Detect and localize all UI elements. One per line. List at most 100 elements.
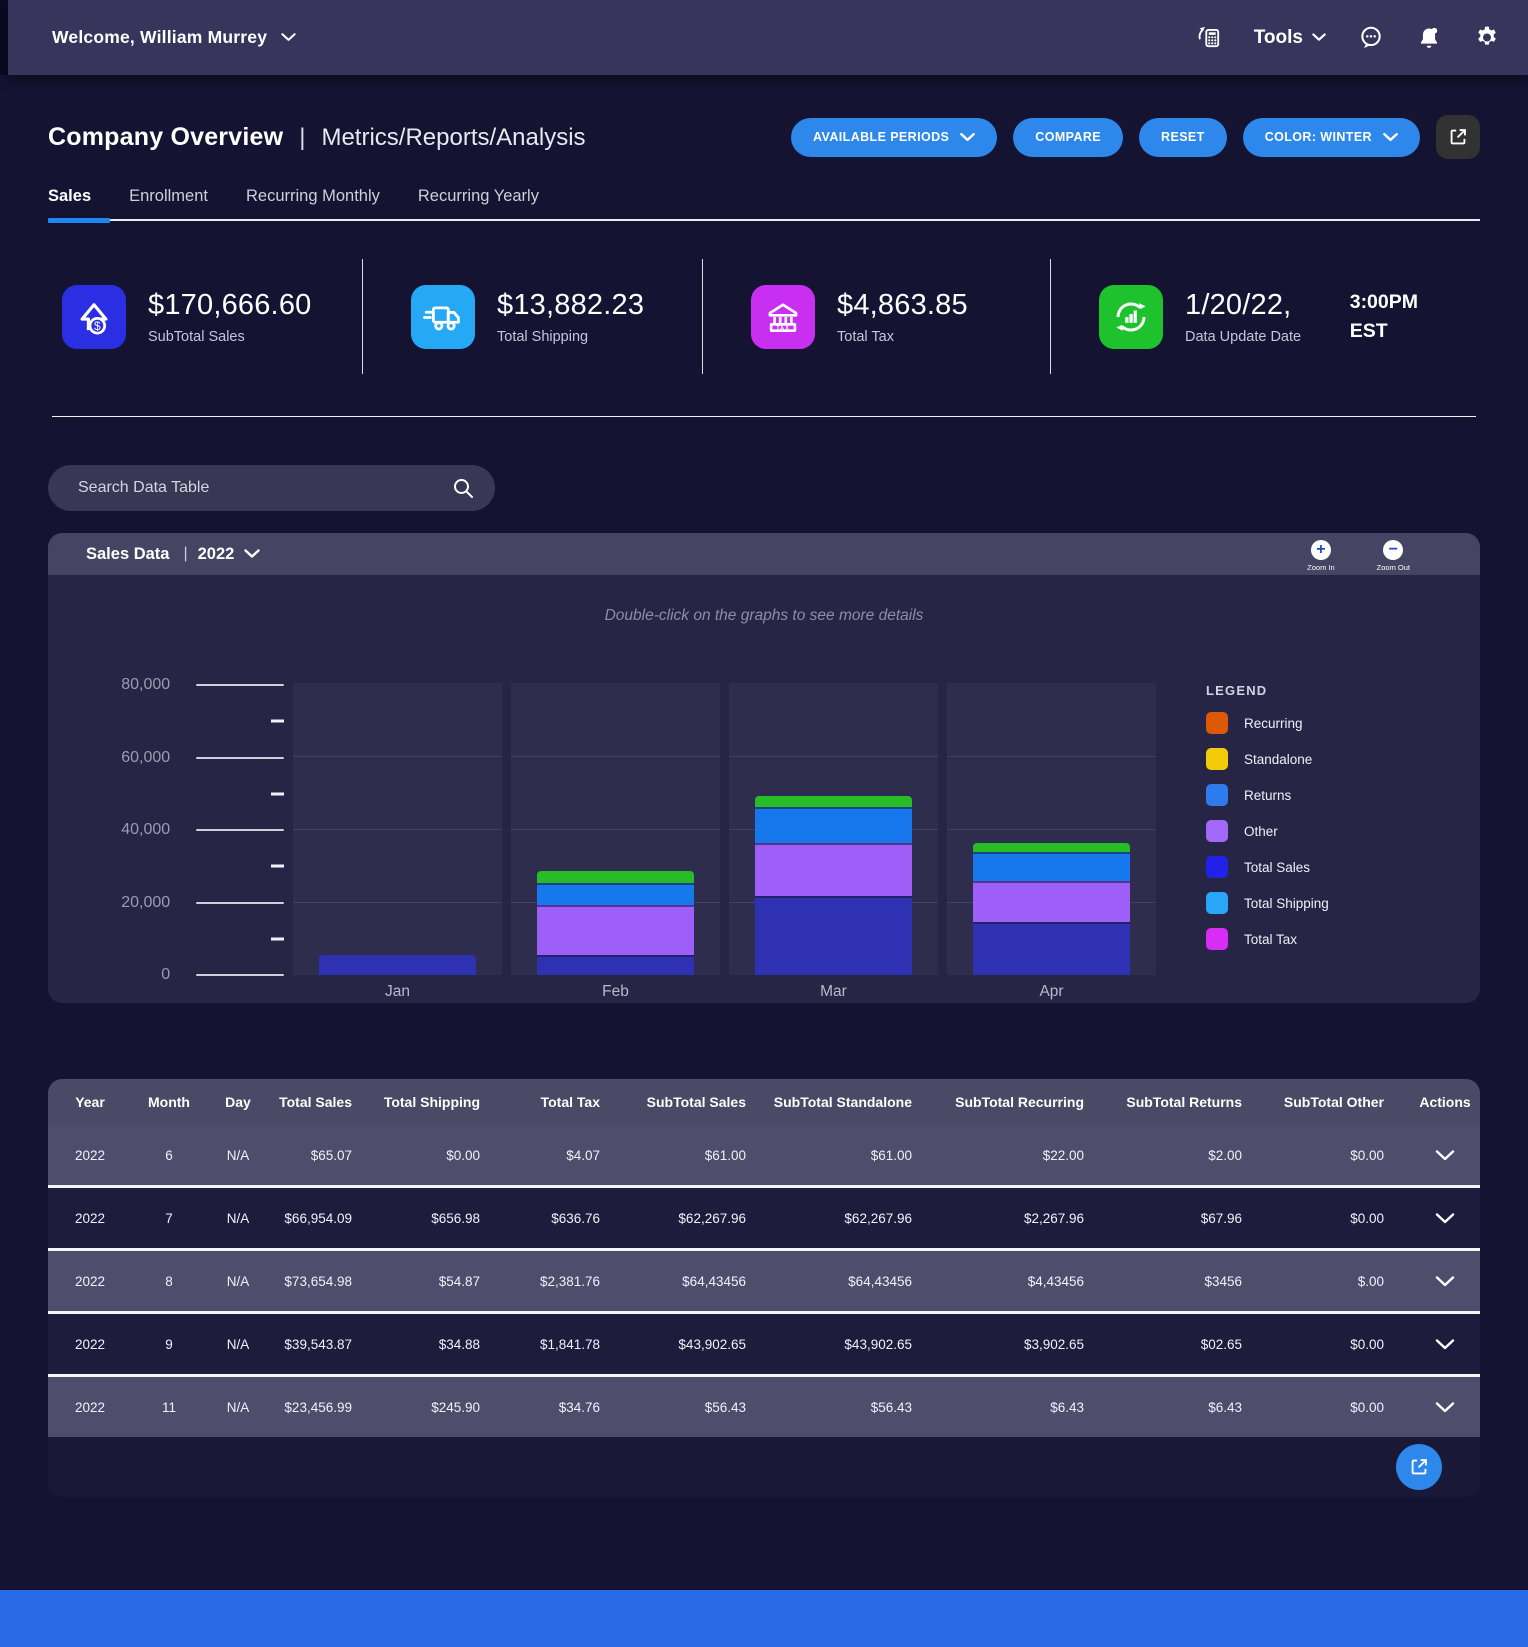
cell-subtotal-returns: $67.96 xyxy=(1200,1210,1242,1226)
open-external-button[interactable] xyxy=(1436,115,1480,159)
cell-subtotal-standalone: $64,43456 xyxy=(848,1273,912,1289)
chart-panel-header: Sales Data | 2022 + Zoom In − Zoom Out xyxy=(48,533,1480,575)
cell-day: N/A xyxy=(226,1336,250,1352)
bar-stack-mar[interactable] xyxy=(755,795,912,975)
main-content: Company Overview | Metrics/Reports/Analy… xyxy=(0,75,1528,1590)
stat-label: Data Update Date xyxy=(1185,328,1302,345)
cell-subtotal-other: $0.00 xyxy=(1350,1147,1384,1163)
data-refresh-icon xyxy=(1099,284,1163,349)
row-expand-button[interactable] xyxy=(1410,1337,1480,1352)
table-row[interactable]: 2022 6 N/A $65.07 $0.00 $4.07 $61.00 $61.00 $22.… xyxy=(48,1125,1480,1185)
table-row[interactable]: 2022 8 N/A $73,654.98 $54.87 $2,381.76 $64,434… xyxy=(48,1248,1480,1311)
chevron-down-icon xyxy=(1435,1276,1455,1287)
legend-label: Total Shipping xyxy=(1244,895,1329,911)
x-axis-label-feb: Feb xyxy=(602,983,629,1000)
tab-recurring-monthly[interactable]: Recurring Monthly xyxy=(246,187,380,205)
table-row[interactable]: 2022 11 N/A $23,456.99 $245.90 $34.76 $56.43 $5… xyxy=(48,1374,1480,1437)
chevron-down-icon xyxy=(1383,132,1398,141)
column-header-subtotal-recurring: SubTotal Recurring xyxy=(955,1094,1084,1110)
chart-column-feb[interactable] xyxy=(511,683,720,975)
chart-area[interactable]: Double-click on the graphs to see more d… xyxy=(48,575,1480,1003)
reset-button[interactable]: RESET xyxy=(1139,117,1227,157)
reset-label: RESET xyxy=(1161,130,1205,144)
notifications-bell-icon[interactable] xyxy=(1416,25,1442,51)
cell-subtotal-sales: $61.00 xyxy=(704,1147,746,1163)
zoom-out-button[interactable]: − Zoom Out xyxy=(1377,537,1410,572)
row-expand-button[interactable] xyxy=(1410,1211,1480,1226)
tab-enrollment[interactable]: Enrollment xyxy=(129,187,208,205)
table-footer xyxy=(48,1437,1480,1497)
title-divider: | xyxy=(299,123,306,151)
calculator-refresh-icon[interactable] xyxy=(1196,25,1222,51)
chart-column-apr[interactable] xyxy=(947,683,1156,975)
cell-month: 7 xyxy=(165,1210,173,1226)
chart-plot xyxy=(293,683,1156,975)
search-icon[interactable] xyxy=(451,476,475,500)
page-subtitle: Metrics/Reports/Analysis xyxy=(321,123,586,151)
available-periods-button[interactable]: AVAILABLE PERIODS xyxy=(791,117,998,157)
cell-subtotal-other: $0.00 xyxy=(1350,1399,1384,1415)
gridline xyxy=(196,756,284,759)
legend-swatch xyxy=(1206,856,1228,878)
search-input[interactable] xyxy=(76,478,451,498)
cell-subtotal-sales: $62,267.96 xyxy=(678,1210,746,1226)
stat-value: $170,666.60 xyxy=(148,288,312,321)
bar-stack-feb[interactable] xyxy=(537,870,694,975)
cell-year: 2022 xyxy=(74,1273,106,1289)
legend-label: Total Tax xyxy=(1244,931,1298,947)
table-row[interactable]: 2022 7 N/A $66,954.09 $656.98 $636.76 $62,267.… xyxy=(48,1185,1480,1248)
gridline xyxy=(196,684,284,686)
cell-total-sales: $73,654.98 xyxy=(284,1273,352,1289)
cell-subtotal-returns: $3456 xyxy=(1204,1273,1242,1289)
stat-card-data-update: 1/20/22, Data Update Date 3:00PM EST xyxy=(1050,259,1480,374)
legend-swatch xyxy=(1206,748,1228,770)
cell-subtotal-recurring: $2,267.96 xyxy=(1023,1210,1084,1226)
color-theme-button[interactable]: COLOR: WINTER xyxy=(1242,117,1420,157)
legend-item-recurring: Recurring xyxy=(1206,712,1329,734)
bar-stack-jan[interactable] xyxy=(319,955,476,975)
row-expand-button[interactable] xyxy=(1410,1274,1480,1289)
row-expand-button[interactable] xyxy=(1410,1400,1480,1415)
settings-gear-icon[interactable] xyxy=(1474,25,1500,51)
svg-text:$: $ xyxy=(94,318,101,332)
topbar: Welcome, William Murrey Tools xyxy=(8,0,1528,75)
column-header-actions: Actions xyxy=(1419,1094,1471,1110)
column-header-total-tax: Total Tax xyxy=(540,1094,600,1110)
cell-subtotal-recurring: $6.43 xyxy=(1050,1399,1084,1415)
section-divider xyxy=(52,416,1476,417)
column-header-subtotal-other: SubTotal Other xyxy=(1283,1094,1384,1110)
chart-year-select[interactable]: 2022 xyxy=(197,544,235,563)
compare-button[interactable]: COMPARE xyxy=(1013,117,1124,157)
cell-subtotal-recurring: $22.00 xyxy=(1042,1147,1084,1163)
y-axis-tick: 0 xyxy=(84,966,284,984)
chart-hint: Double-click on the graphs to see more d… xyxy=(604,607,924,624)
legend-swatch xyxy=(1206,820,1228,842)
row-expand-button[interactable] xyxy=(1410,1148,1480,1163)
y-axis-label: 60,000 xyxy=(121,748,171,766)
legend-item-total-shipping: Total Shipping xyxy=(1206,892,1329,914)
chevron-down-icon xyxy=(1435,1213,1455,1224)
chart-legend: LEGEND Recurring Standalone Returns Other To… xyxy=(1206,683,1329,950)
chevron-down-icon[interactable] xyxy=(244,549,261,559)
user-menu[interactable]: Welcome, William Murrey xyxy=(52,27,296,48)
bar-stack-apr[interactable] xyxy=(973,842,1130,975)
y-axis-tick: 80,000 xyxy=(84,676,284,694)
tools-menu[interactable]: Tools xyxy=(1254,27,1326,49)
cell-subtotal-sales: $43,902.65 xyxy=(678,1336,746,1352)
bar-segment-green-top xyxy=(537,870,694,883)
stat-label: Total Tax xyxy=(837,328,894,345)
welcome-text: Welcome, William Murrey xyxy=(52,27,268,47)
column-header-total-shipping: Total Shipping xyxy=(383,1094,480,1110)
zoom-in-button[interactable]: + Zoom In xyxy=(1307,537,1335,572)
bar-segment-dark-blue-bottom xyxy=(973,922,1130,975)
legend-swatch xyxy=(1206,712,1228,734)
bar-segment-dark-blue-bottom xyxy=(755,895,912,975)
chat-icon[interactable] xyxy=(1358,25,1384,51)
tab-recurring-yearly[interactable]: Recurring Yearly xyxy=(417,187,539,205)
chart-column-jan[interactable] xyxy=(293,683,502,975)
chart-column-mar[interactable] xyxy=(729,683,938,975)
export-table-button[interactable] xyxy=(1396,1444,1442,1490)
table-header-row: Year Month Day Total Sales Total Shipping Tot… xyxy=(48,1079,1480,1125)
table-row[interactable]: 2022 9 N/A $39,543.87 $34.88 $1,841.78 $43,902… xyxy=(48,1311,1480,1374)
tab-sales[interactable]: Sales xyxy=(48,187,111,223)
